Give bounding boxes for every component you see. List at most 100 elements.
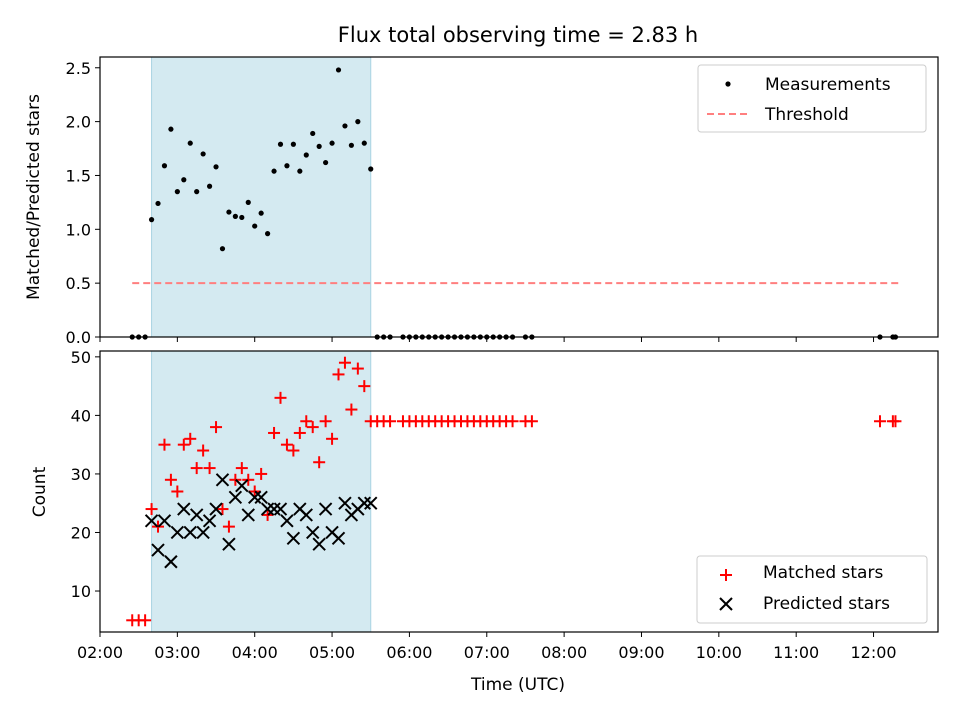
predicted-stars-point bbox=[286, 531, 301, 546]
series-matched-stars bbox=[126, 356, 902, 627]
matched-stars-point bbox=[274, 391, 287, 404]
measurement-point bbox=[239, 214, 245, 221]
measurement-point bbox=[181, 177, 187, 183]
top-axes-frame bbox=[99, 56, 939, 338]
legend-predicted-label: Predicted stars bbox=[763, 594, 890, 614]
measurement-point bbox=[194, 189, 200, 195]
measurement-point bbox=[219, 246, 226, 252]
measurement-point bbox=[303, 152, 309, 158]
x-tick-label: 08:00 bbox=[541, 643, 587, 662]
matched-stars-point bbox=[358, 380, 371, 393]
y-tick-label: 10 bbox=[71, 582, 91, 601]
measurement-point bbox=[284, 163, 290, 169]
measurement-point bbox=[174, 189, 180, 195]
series-predicted-stars bbox=[144, 473, 378, 569]
matched-stars-point bbox=[216, 503, 229, 516]
matched-stars-point bbox=[242, 473, 255, 486]
top-axes: 0.0 0.5 1.0 1.5 2.0 2.5 Matched/Predicted sta… bbox=[24, 56, 939, 347]
matched-stars-point bbox=[300, 415, 313, 428]
matched-stars-point bbox=[525, 415, 538, 428]
x-tick-label: 11:00 bbox=[773, 643, 819, 662]
predicted-stars-point bbox=[196, 525, 210, 540]
measurement-point bbox=[265, 231, 271, 237]
measurement-point bbox=[310, 130, 316, 137]
y-tick-label: 2.0 bbox=[66, 113, 91, 132]
x-tick-label: 04:00 bbox=[232, 643, 278, 662]
predicted-stars-point bbox=[241, 508, 255, 522]
predicted-stars-point bbox=[157, 514, 172, 528]
measurement-point bbox=[245, 199, 251, 205]
measurement-point bbox=[277, 141, 284, 147]
bottom-legend: Matched stars Predicted stars bbox=[696, 555, 928, 624]
predicted-stars-point bbox=[299, 508, 313, 522]
predicted-stars-point bbox=[254, 490, 268, 505]
measurement-point bbox=[226, 209, 232, 215]
measurement-point bbox=[368, 166, 374, 172]
bottom-y-ticks: 10 20 30 40 50 bbox=[71, 348, 100, 601]
y-tick-label: 1.5 bbox=[66, 166, 91, 185]
measurement-point bbox=[187, 140, 193, 146]
predicted-stars-point bbox=[222, 537, 236, 551]
matched-stars-point bbox=[197, 444, 210, 457]
matched-stars-point bbox=[889, 415, 902, 428]
measurement-point bbox=[335, 67, 342, 73]
measurement-point bbox=[290, 141, 296, 147]
y-tick-label: 30 bbox=[71, 465, 91, 484]
observing-span-top bbox=[151, 56, 372, 338]
measurement-point bbox=[252, 223, 258, 229]
observing-span-bottom bbox=[151, 350, 372, 633]
measurement-point bbox=[316, 143, 322, 149]
matched-stars-point bbox=[139, 614, 152, 627]
matched-stars-point bbox=[229, 473, 242, 486]
x-tick-label: 03:00 bbox=[154, 643, 200, 662]
measurement-point bbox=[361, 140, 367, 146]
matched-stars-point bbox=[319, 415, 332, 428]
measurement-point bbox=[155, 200, 161, 207]
matched-stars-point bbox=[287, 444, 300, 457]
measurement-point bbox=[168, 126, 174, 132]
predicted-stars-point bbox=[312, 537, 326, 551]
matched-stars-point bbox=[152, 520, 165, 533]
matched-stars-point bbox=[177, 438, 190, 451]
matched-stars-point bbox=[345, 403, 358, 416]
predicted-stars-point bbox=[331, 531, 346, 546]
measurement-point bbox=[355, 119, 361, 125]
matched-stars-point bbox=[222, 520, 235, 533]
chart-title: Flux total observing time = 2.83 h bbox=[338, 23, 698, 47]
matched-stars-point bbox=[171, 485, 184, 498]
measurement-point bbox=[161, 163, 168, 169]
matched-stars-point bbox=[255, 467, 268, 480]
measurement-point bbox=[342, 123, 348, 129]
measurement-point bbox=[200, 151, 206, 157]
predicted-stars-point bbox=[338, 496, 352, 510]
predicted-stars-point bbox=[151, 543, 165, 557]
matched-stars-point bbox=[338, 356, 351, 369]
matched-stars-point bbox=[184, 432, 197, 445]
predicted-stars-point bbox=[364, 496, 378, 510]
measurement-point bbox=[232, 213, 238, 219]
matched-stars-point bbox=[268, 426, 281, 439]
predicted-stars-point bbox=[267, 502, 281, 516]
predicted-stars-point bbox=[164, 555, 178, 569]
predicted-stars-point bbox=[170, 525, 185, 540]
top-y-ticks: 0.0 0.5 1.0 1.5 2.0 2.5 bbox=[66, 59, 100, 347]
x-tick-label: 05:00 bbox=[309, 643, 355, 662]
predicted-stars-point bbox=[260, 502, 275, 516]
legend-matched-marker bbox=[720, 569, 732, 581]
y-tick-label: 50 bbox=[71, 348, 91, 367]
matched-stars-point bbox=[293, 426, 306, 439]
matched-stars-point bbox=[235, 462, 248, 475]
legend-matched-label: Matched stars bbox=[763, 563, 883, 583]
x-tick-label: 07:00 bbox=[464, 643, 510, 662]
x-tick-label: 12:00 bbox=[850, 643, 896, 662]
y-tick-label: 0.5 bbox=[66, 274, 91, 293]
x-tick-label: 09:00 bbox=[618, 643, 664, 662]
predicted-stars-point bbox=[209, 502, 223, 516]
matched-stars-point bbox=[248, 485, 261, 498]
x-tick-label: 06:00 bbox=[386, 643, 432, 662]
predicted-stars-point bbox=[318, 502, 333, 516]
series-measurements bbox=[129, 67, 899, 340]
matched-stars-point bbox=[164, 473, 177, 486]
measurement-point bbox=[258, 210, 264, 216]
x-tick-label: 02:00 bbox=[77, 643, 123, 662]
